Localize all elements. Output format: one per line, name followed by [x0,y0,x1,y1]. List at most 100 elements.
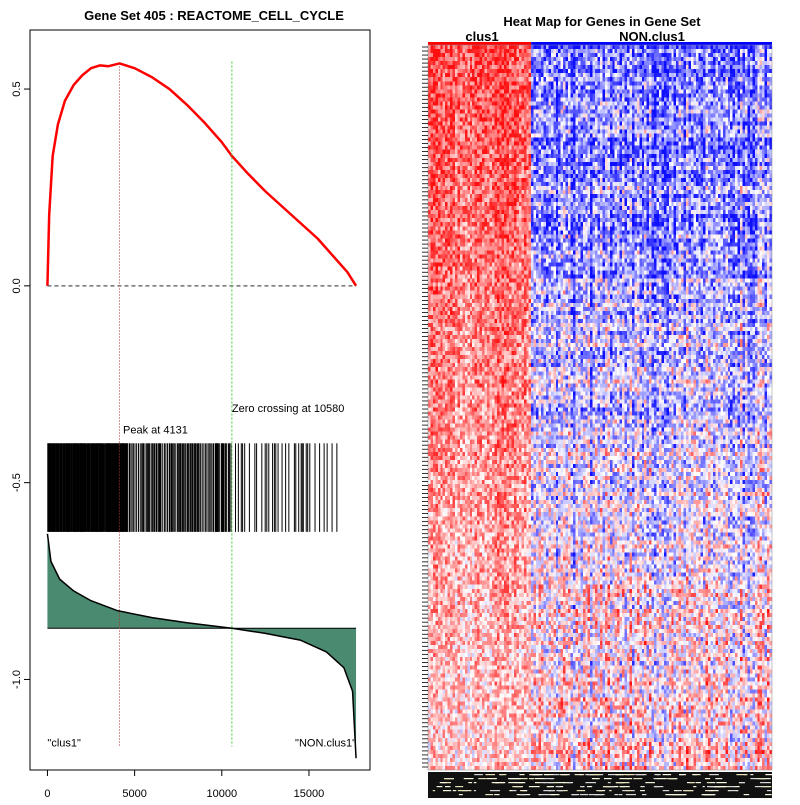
column-label-glyph [689,782,695,784]
column-label-glyph [716,782,727,784]
column-label-glyph [544,778,555,780]
column-label-glyph [508,778,519,780]
column-label-glyph [528,778,535,780]
column-label-glyph [618,782,630,784]
column-label-glyph [609,790,612,792]
column-label-glyph [608,774,619,776]
column-label-glyph [626,774,635,776]
heat-map-cells [427,44,773,771]
y-axis: 0.5 0.0 -0.5 -1.0 [11,81,30,689]
column-label-glyph [743,794,750,796]
column-label-glyph [761,786,772,788]
column-label-glyph [516,794,521,796]
column-label-glyph [444,786,451,788]
column-label-glyph [508,782,517,784]
column-label-glyph [706,786,718,788]
y-tick-label: -0.5 [11,473,23,492]
enrichment-score-curve [46,62,358,287]
column-label-glyph [548,790,556,792]
column-label-glyph [615,782,624,784]
column-label-glyph [754,786,763,788]
column-label-glyph [665,794,676,796]
column-label-glyph [625,794,636,796]
column-label-glyph [455,786,464,788]
ranked-metric-area [46,533,357,759]
column-label-glyph [468,782,473,784]
column-label-glyph [588,794,597,796]
column-label-glyph [534,782,540,784]
column-label-glyph [667,778,676,780]
column-label-glyph [560,774,570,776]
column-label-glyph [714,786,720,788]
column-label-glyph [442,782,452,784]
column-label-glyph [585,774,596,776]
column-label-glyph [548,786,551,788]
heat-map-title: Heat Map for Genes in Gene Set [503,14,701,29]
column-label-glyph [473,782,477,784]
column-label-glyph [702,786,705,788]
column-label-glyph [626,778,633,780]
column-label-glyph [539,794,550,796]
column-label-glyph [619,778,629,780]
column-label-glyph [490,790,501,792]
column-label-glyph [765,794,772,796]
column-label-glyph [458,794,463,796]
column-label-glyph [485,774,496,776]
column-label-glyph [641,794,647,796]
column-label-glyph [645,782,655,784]
column-label-glyph [626,790,632,792]
column-label-glyph [485,794,494,796]
column-label-glyph [519,794,526,796]
column-label-glyph [619,786,630,788]
column-label-glyph [522,790,528,792]
heat-map-border [427,44,773,771]
column-label-glyph [519,774,525,776]
column-label-glyph [673,790,678,792]
column-label-glyph [442,790,452,792]
reference-lines [47,61,357,747]
column-label-band [428,772,772,798]
column-label-glyph [574,774,585,776]
column-label-glyph [457,790,468,792]
column-label-glyph [539,782,546,784]
column-label-glyph [618,794,623,796]
column-label-glyph [555,786,561,788]
clus1-color-bar [428,42,532,45]
column-label-glyph [682,794,686,796]
clus1-annotation: "clus1" [47,737,81,749]
column-label-glyph [704,778,711,780]
column-label-glyph [591,774,601,776]
column-label-glyph [657,778,667,780]
zero-crossing-label: Zero crossing at 10580 [232,403,345,415]
column-label-glyph [728,790,738,792]
column-label-glyph [693,786,697,788]
column-label-glyph [679,774,687,776]
column-label-glyph [509,790,513,792]
column-label-glyph [642,774,647,776]
y-tick-label: -1.0 [11,670,23,689]
column-label-glyph [452,790,457,792]
x-tick-label: 5000 [122,788,146,800]
column-label-glyph [463,778,474,780]
column-label-glyph [615,774,624,776]
column-label-glyph [709,774,719,776]
column-label-glyph [534,778,545,780]
hit-markers [47,443,338,532]
column-label-glyph [640,790,645,792]
enrichment-score-layer [46,62,358,287]
column-label-glyph [633,778,643,780]
column-label-glyph [739,782,745,784]
column-label-glyph [552,774,560,776]
column-label-glyph [654,774,659,776]
peak-label: Peak at 4131 [123,424,188,436]
column-label-glyph [708,790,719,792]
heat-map: Heat Map for Genes in Gene Set clus1 NON… [422,14,773,798]
column-label-glyph [436,786,443,788]
column-label-glyph [580,794,588,796]
heat-map-image [428,45,772,770]
column-label-glyph [566,782,572,784]
column-label-glyph [706,782,711,784]
column-label-glyph [543,782,555,784]
column-label-glyph [602,786,611,788]
